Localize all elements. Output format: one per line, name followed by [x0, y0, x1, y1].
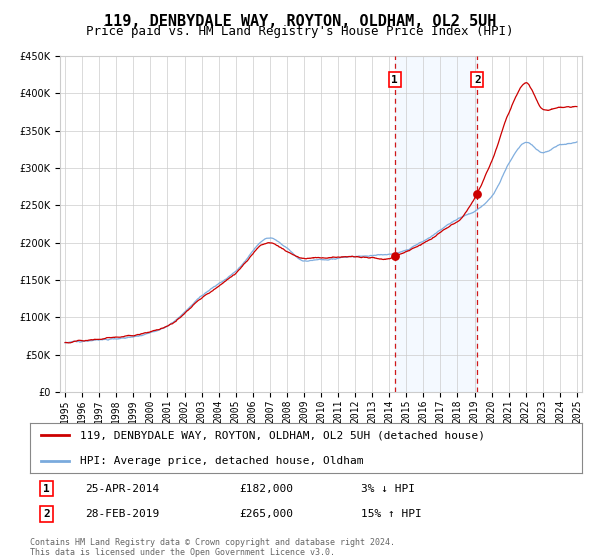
Text: £265,000: £265,000: [240, 509, 294, 519]
Text: 15% ↑ HPI: 15% ↑ HPI: [361, 509, 422, 519]
Text: 28-FEB-2019: 28-FEB-2019: [85, 509, 160, 519]
Text: 2: 2: [43, 509, 50, 519]
Text: HPI: Average price, detached house, Oldham: HPI: Average price, detached house, Oldh…: [80, 456, 363, 465]
Text: 1: 1: [43, 484, 50, 493]
Text: Contains HM Land Registry data © Crown copyright and database right 2024.
This d: Contains HM Land Registry data © Crown c…: [30, 538, 395, 557]
Text: Price paid vs. HM Land Registry's House Price Index (HPI): Price paid vs. HM Land Registry's House …: [86, 25, 514, 38]
Text: 1: 1: [391, 74, 398, 85]
Text: 25-APR-2014: 25-APR-2014: [85, 484, 160, 493]
Bar: [395, 56, 477, 392]
Point: [390, 251, 400, 260]
Text: 2: 2: [474, 74, 481, 85]
Text: 119, DENBYDALE WAY, ROYTON, OLDHAM, OL2 5UH: 119, DENBYDALE WAY, ROYTON, OLDHAM, OL2 …: [104, 14, 496, 29]
Point: [472, 190, 482, 199]
Text: £182,000: £182,000: [240, 484, 294, 493]
Text: 3% ↓ HPI: 3% ↓ HPI: [361, 484, 415, 493]
Text: 119, DENBYDALE WAY, ROYTON, OLDHAM, OL2 5UH (detached house): 119, DENBYDALE WAY, ROYTON, OLDHAM, OL2 …: [80, 431, 485, 440]
